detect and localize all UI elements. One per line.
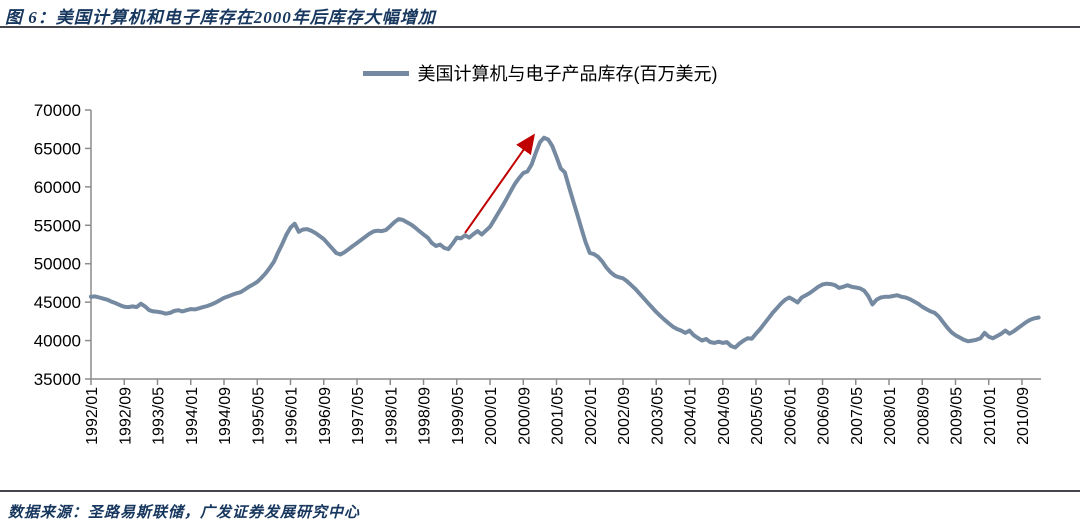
y-tick-label: 50000 <box>34 255 81 274</box>
x-tick-label: 2000/09 <box>516 387 533 445</box>
x-tick-label: 1999/05 <box>450 387 467 445</box>
legend-line-swatch <box>362 70 409 76</box>
chart-legend: 美国计算机与电子产品库存(百万美元) <box>0 60 1080 86</box>
y-tick-label: 55000 <box>34 216 81 235</box>
x-tick-label: 2000/01 <box>483 387 500 445</box>
x-tick-label: 1997/05 <box>350 387 367 445</box>
x-tick-label: 2004/09 <box>716 387 733 445</box>
x-tick-label: 2008/09 <box>915 387 932 445</box>
y-tick-label: 35000 <box>34 370 81 389</box>
data-source-note: 数据来源：圣路易斯联储，广发证券发展研究中心 <box>8 505 361 521</box>
x-tick-label: 2002/09 <box>616 387 633 445</box>
y-tick-label: 45000 <box>34 293 81 312</box>
x-tick-label: 1995/05 <box>250 387 267 445</box>
y-tick-label: 40000 <box>34 332 81 351</box>
x-tick-label: 2009/05 <box>949 387 966 445</box>
x-tick-label: 1996/09 <box>317 387 334 445</box>
x-tick-label: 1998/01 <box>383 387 400 445</box>
x-tick-label: 2008/01 <box>882 387 899 445</box>
x-tick-label: 1992/09 <box>117 387 134 445</box>
x-tick-label: 2010/01 <box>982 387 999 445</box>
x-tick-label: 2006/09 <box>816 387 833 445</box>
figure-title: 图 6：美国计算机和电子库存在2000年后库存大幅增加 <box>5 8 436 27</box>
inventory-line-chart: 35000 40000 45000 50000 55000 60000 65000 70000… <box>34 101 1041 445</box>
x-tick-label: 1998/09 <box>417 387 434 445</box>
x-tick-label: 1994/09 <box>217 387 234 445</box>
legend-label: 美国计算机与电子产品库存(百万美元) <box>417 64 718 84</box>
chart-area: 35000 40000 45000 50000 55000 60000 65000 70000… <box>0 95 1080 490</box>
x-tick-label: 2005/05 <box>749 387 766 445</box>
x-tick-label: 1994/01 <box>184 387 201 445</box>
x-tick-label: 2003/05 <box>649 387 666 445</box>
y-tick-label: 70000 <box>34 101 81 120</box>
x-tick-label: 1996/01 <box>284 387 301 445</box>
source-divider <box>0 490 1080 492</box>
x-tick-label: 2006/01 <box>782 387 799 445</box>
x-tick-label: 2004/01 <box>683 387 700 445</box>
x-tick-label: 1992/01 <box>84 387 101 445</box>
x-tick-label: 2007/05 <box>849 387 866 445</box>
inventory-series-line <box>89 135 1041 350</box>
x-tick-label: 2010/09 <box>1015 387 1032 445</box>
trend-arrow <box>464 133 536 234</box>
x-tick-label: 1993/05 <box>151 387 168 445</box>
y-tick-label: 65000 <box>34 139 81 158</box>
x-tick-label: 2002/01 <box>583 387 600 445</box>
x-tick-label: 2001/05 <box>550 387 567 445</box>
title-divider <box>0 26 1080 28</box>
y-tick-label: 60000 <box>34 178 81 197</box>
